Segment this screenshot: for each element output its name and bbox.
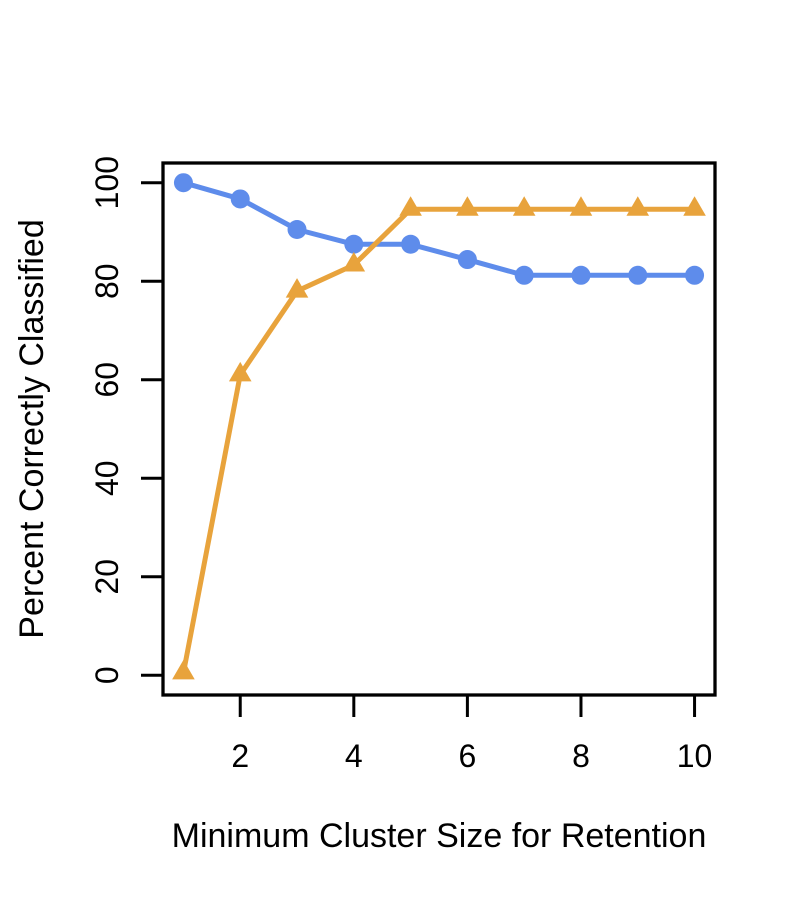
triangle-marker [569, 196, 593, 216]
circle-marker [173, 173, 193, 193]
triangle-marker [172, 659, 195, 680]
x-axis: 2 4 6 8 10 [231, 695, 712, 774]
triangle-marker [456, 196, 479, 216]
triangle-marker [512, 196, 536, 216]
triangle-marker [626, 196, 650, 216]
y-tick-label: 100 [89, 156, 125, 209]
y-tick-label: 40 [89, 460, 125, 496]
x-tick-label: 10 [677, 738, 713, 774]
triangle-marker [683, 196, 706, 216]
circle-marker [401, 234, 421, 254]
triangle-marker [285, 278, 309, 298]
x-tick-label: 8 [572, 738, 590, 774]
circle-marker [344, 234, 364, 254]
circle-marker [685, 265, 705, 285]
blue-circle-series-line [180, 180, 698, 278]
plot-border [161, 161, 717, 697]
circle-marker [230, 189, 250, 209]
y-tick-label: 80 [89, 263, 125, 299]
triangle-marker [399, 196, 422, 216]
triangle-marker [342, 251, 366, 272]
circle-marker [457, 250, 477, 270]
circle-marker [628, 265, 648, 285]
x-axis-title: Minimum Cluster Size for Retention [172, 817, 707, 855]
y-tick-label: 60 [89, 362, 125, 398]
circle-marker [571, 265, 591, 285]
circle-marker [287, 220, 307, 239]
y-tick-label: 0 [89, 666, 125, 684]
x-tick-label: 4 [345, 738, 363, 774]
circle-marker [514, 265, 534, 285]
y-tick-label: 20 [89, 559, 125, 595]
x-tick-label: 6 [458, 738, 476, 774]
y-axis-title: Percent Correctly Classified [13, 219, 51, 638]
y-axis: 0 20 40 60 80 100 [89, 156, 163, 684]
x-tick-label: 2 [231, 738, 249, 774]
triangle-marker [228, 361, 252, 382]
orange-triangle-series-line [180, 206, 698, 676]
series-group [172, 173, 706, 680]
